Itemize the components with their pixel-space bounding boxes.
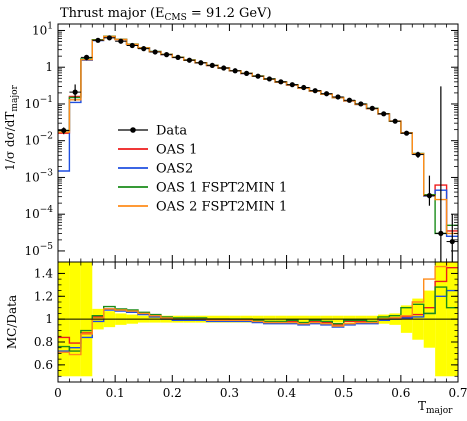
data-point (392, 118, 398, 124)
data-point (358, 101, 364, 107)
data-point (72, 89, 78, 95)
ratio-y-tick-label: 1.2 (34, 289, 53, 303)
data-point (83, 54, 90, 60)
x-tick-label: 0 (54, 386, 62, 400)
y-axis-label: 1/σ dσ/dTmajor (3, 84, 20, 170)
ratio-y-tick-label: 1.4 (34, 266, 53, 280)
data-point (152, 49, 158, 55)
x-tick-label: 0.5 (334, 386, 353, 400)
legend-label: OAS 1 FSPT2MIN 1 (156, 181, 287, 196)
data-point (175, 54, 181, 60)
data-point (163, 52, 170, 58)
ratio-y-tick-label: 0.8 (34, 335, 53, 349)
data-point (129, 42, 135, 49)
ratio-panel: 0.6 0.8 1 1.2 1.4 0 0.1 0.2 0.3 0.4 0.5 0.6 0.7 (34, 24, 467, 400)
data-point (438, 230, 444, 237)
legend: Data OAS 1 OAS2 OAS 1 FSPT2MIN 1 OAS 2 FSPT2… (118, 124, 287, 215)
data-point (381, 111, 387, 117)
data-point (209, 62, 215, 69)
main-panel: 101 1 10−1 10−2 10−3 10−4 10−5 (24, 21, 459, 263)
y-tick-label: 10−4 (24, 205, 53, 221)
x-tick-label: 0.2 (163, 386, 182, 400)
data-point (312, 88, 318, 94)
y-tick-label: 10−5 (24, 242, 53, 258)
data-point (278, 79, 284, 85)
data-point (289, 82, 295, 88)
main-plot-area (58, 35, 458, 262)
data-point (255, 73, 261, 79)
legend-label: OAS2 (156, 162, 193, 177)
y-tick-label: 101 (32, 21, 53, 37)
data-point (323, 91, 330, 97)
y-tick-label: 10−3 (24, 168, 53, 184)
data-point (449, 238, 455, 245)
data-point (95, 37, 101, 43)
y-tick-label: 10−2 (24, 132, 53, 148)
data-point (61, 127, 67, 134)
series-line-ratio-3 (58, 262, 458, 356)
data-point (198, 60, 204, 66)
series-line-ratio-0 (58, 267, 458, 344)
ratio-y-tick-label: 0.6 (34, 358, 53, 372)
data-point (369, 105, 375, 111)
data-point (426, 193, 433, 199)
x-tick-label: 0.3 (220, 386, 239, 400)
chart-title: Thrust major (ECMS = 91.2 GeV) (60, 6, 272, 23)
y-tick-label: 10−1 (24, 95, 53, 111)
legend-label: OAS 1 (156, 143, 197, 158)
data-point (243, 70, 250, 76)
ratio-frame (57, 261, 459, 383)
data-point (266, 76, 273, 82)
ratio-plot-area (58, 262, 458, 377)
data-point (106, 35, 113, 41)
data-point (221, 65, 227, 71)
data-point (301, 84, 307, 91)
data-point (403, 130, 410, 136)
main-frame (57, 23, 459, 263)
data-point (232, 68, 238, 74)
ratio-y-axis-label: MC/Data (5, 295, 19, 349)
data-point (118, 38, 124, 44)
data-point (335, 94, 341, 100)
legend-label: Data (156, 124, 187, 139)
x-tick-label: 0.6 (391, 386, 410, 400)
y-tick-label: 1 (45, 60, 53, 74)
legend-marker-data-point (130, 127, 136, 133)
x-tick-label: 0.7 (448, 386, 467, 400)
data-point (141, 46, 147, 52)
x-axis-label: Tmajor (418, 399, 453, 416)
data-point (415, 151, 421, 158)
legend-label: OAS 2 FSPT2MIN 1 (156, 200, 287, 215)
data-point (186, 57, 193, 63)
ratio-y-tick-label: 1 (45, 312, 53, 326)
x-tick-label: 0.4 (277, 386, 296, 400)
data-point (346, 97, 353, 103)
x-tick-label: 0.1 (106, 386, 125, 400)
